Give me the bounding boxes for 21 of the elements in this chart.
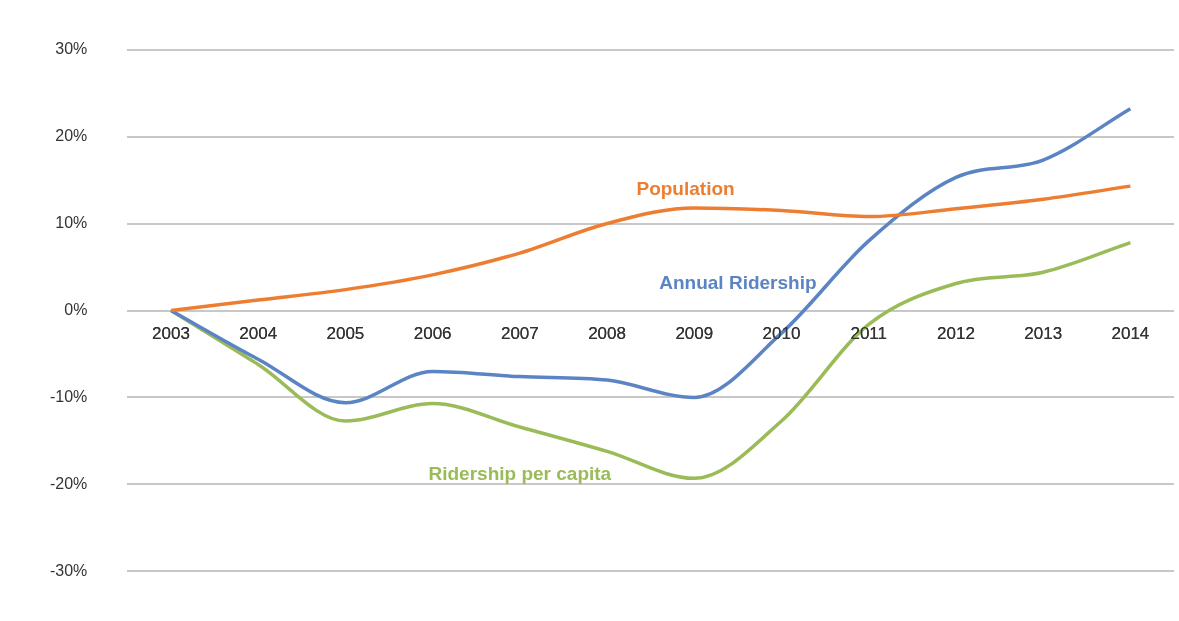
y-tick-label: -20% [49,474,88,492]
x-tick-label: 2004 [239,324,278,344]
x-tick-label: 2008 [588,324,626,344]
y-tick-label: -10% [49,387,88,405]
y-tick-label: 10% [55,213,88,231]
x-tick-label: 2006 [413,324,452,344]
x-tick-label: 2014 [1111,324,1150,344]
x-tick-label: 2013 [1024,324,1063,344]
series-label: Ridership per capita [428,462,612,484]
y-tick-label: 20% [55,126,88,144]
line-series [169,184,1133,313]
y-tick-label: 30% [55,40,88,58]
x-tick-label: 2009 [675,324,714,344]
x-tick-label: 2003 [152,324,190,344]
series-label: Annual Ridership [659,272,817,294]
y-tick-label: -30% [49,561,88,579]
x-tick-label: 2012 [937,324,975,344]
x-tick-label: 2007 [500,324,539,344]
series-label: Population [636,178,735,200]
x-tick-label: 2005 [326,324,365,344]
y-tick-label: 0% [64,300,88,318]
